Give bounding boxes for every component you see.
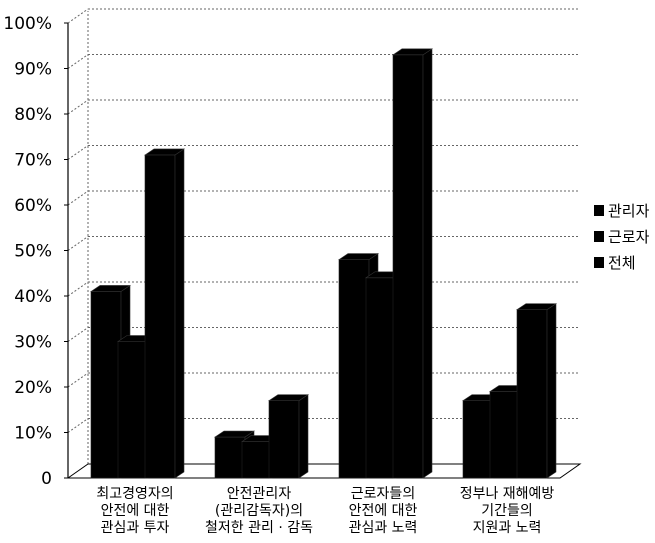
legend-entry: 전체 — [594, 254, 636, 272]
legend-label: 관리자 — [608, 202, 650, 220]
y-tick-label: 80% — [14, 105, 52, 125]
bar-front — [489, 391, 521, 479]
legend-swatch — [594, 231, 604, 242]
x-axis-category-labels: 최고경영자의 안전에 대한 관심과 투자 안전관리자 (관리감독자)의 철저한 관리 · … — [96, 486, 554, 536]
bar-front — [144, 154, 176, 479]
bar-top — [214, 430, 255, 438]
bar — [144, 148, 185, 479]
y-tick-label: 100% — [3, 14, 52, 34]
bar-front — [117, 341, 149, 479]
x-category-label: 최고경영자의 안전에 대한 관심과 투자 — [96, 486, 173, 536]
grid-line-side — [67, 54, 89, 69]
bar-side — [546, 303, 557, 479]
bar-top — [338, 253, 379, 260]
bar-top — [516, 303, 557, 310]
bar-front — [392, 54, 424, 479]
y-tick-label: 50% — [14, 242, 52, 262]
bar-front — [214, 436, 246, 479]
grid-line-side — [67, 8, 89, 24]
y-axis-ticks: 0 10% 20% 30% 40% 50% 60% 70% 80% 90% 100% — [3, 14, 68, 489]
x-category-label: 근로자들의 안전에 대한 관심과 노력 — [349, 486, 418, 536]
bar — [268, 394, 309, 479]
bar — [90, 284, 131, 479]
grid-line-side — [67, 190, 89, 206]
bar-top — [90, 285, 131, 292]
legend-entry: 근로자 — [594, 228, 650, 246]
grid-line-side — [67, 281, 89, 297]
bar-front — [516, 309, 548, 479]
grid-line-side — [67, 99, 89, 115]
grid-line-side — [67, 236, 89, 251]
bar — [392, 48, 433, 479]
y-tick-label: 30% — [14, 333, 52, 353]
bar-top — [268, 394, 309, 401]
x-category-label: 안전관리자 (관리감독자)의 철저한 관리 · 감독 — [205, 486, 313, 536]
bar-side — [298, 394, 309, 479]
legend-swatch — [594, 205, 604, 216]
y-tick-label: 90% — [14, 60, 52, 80]
bar-front — [268, 400, 300, 479]
bar — [516, 303, 557, 479]
legend-label: 근로자 — [608, 228, 650, 246]
bar-front — [338, 259, 370, 479]
y-tick-label: 60% — [14, 196, 52, 216]
bar-front — [90, 291, 122, 479]
y-tick-label: 40% — [14, 287, 52, 307]
y-tick-label: 70% — [14, 151, 52, 171]
grid-line-side — [67, 372, 89, 388]
bar-front — [365, 277, 397, 479]
bar-top — [392, 48, 433, 56]
y-tick-label: 10% — [14, 424, 52, 444]
bar-side — [174, 148, 185, 479]
grid-line-side — [67, 327, 89, 342]
bar-front — [462, 400, 494, 479]
y-tick-label: 20% — [14, 378, 52, 398]
bars — [90, 48, 557, 479]
bar-side — [422, 48, 433, 479]
grid-line-side — [67, 145, 89, 160]
legend-swatch — [594, 257, 604, 268]
legend-entry: 관리자 — [594, 202, 650, 220]
x-category-label: 정부나 재해예방 기간들의 지원과 노력 — [460, 486, 555, 536]
bar-top — [144, 148, 185, 156]
bar-front — [241, 441, 273, 479]
grid-line-side — [67, 418, 89, 433]
y-tick-label: 0 — [41, 469, 52, 489]
legend-label: 전체 — [608, 254, 636, 272]
